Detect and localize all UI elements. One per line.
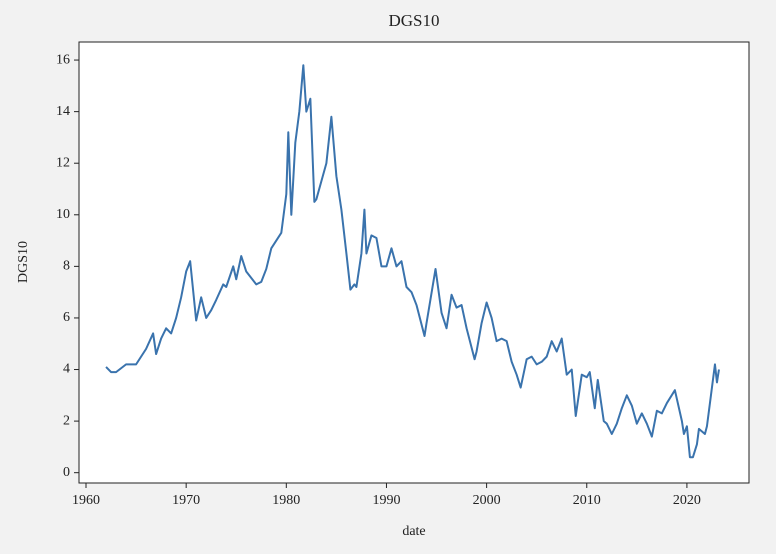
- x-tick-label: 1990: [372, 493, 400, 508]
- plot-area: [78, 41, 750, 484]
- y-tick-label: 12: [56, 155, 70, 170]
- y-tick-label: 10: [56, 207, 70, 222]
- x-tick-label: 2000: [473, 493, 501, 508]
- y-tick-label: 0: [63, 465, 70, 480]
- x-tick-label: 1960: [72, 493, 100, 508]
- line-series: [105, 64, 720, 459]
- chart-title: DGS10: [388, 11, 439, 30]
- x-axis-label: date: [402, 524, 425, 539]
- x-tick-label: 2010: [573, 493, 601, 508]
- y-tick-label: 14: [56, 104, 70, 119]
- y-tick-label: 2: [63, 413, 70, 428]
- y-tick-label: 8: [63, 259, 70, 274]
- x-tick-label: 1970: [172, 493, 200, 508]
- x-tick-label: 1980: [272, 493, 300, 508]
- y-tick-label: 16: [56, 52, 70, 67]
- x-tick-label: 2020: [673, 493, 701, 508]
- y-tick-label: 6: [63, 310, 70, 325]
- y-tick-label: 4: [63, 362, 70, 377]
- y-axis-label: DGS10: [16, 241, 31, 283]
